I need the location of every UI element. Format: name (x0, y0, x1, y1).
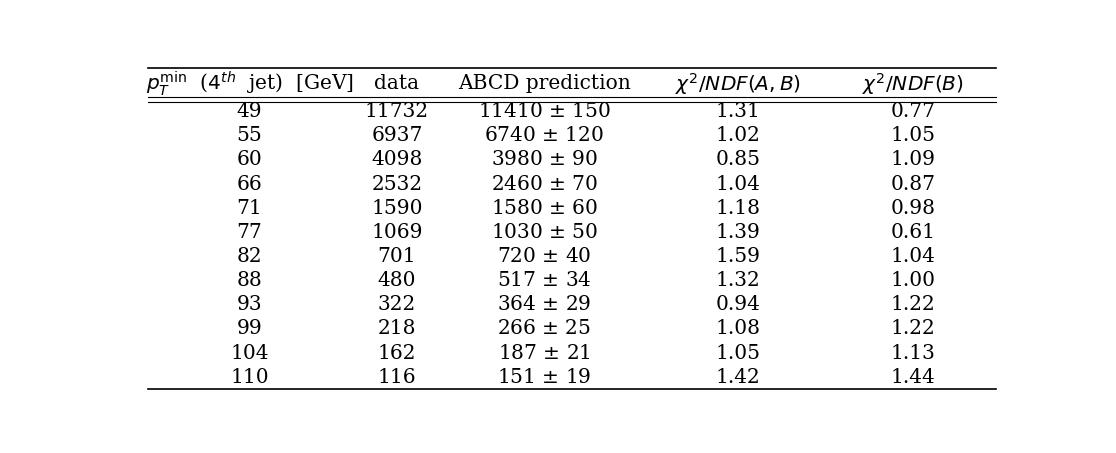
Text: 162: 162 (377, 343, 416, 362)
Text: 104: 104 (230, 343, 269, 362)
Text: 1069: 1069 (372, 223, 423, 242)
Text: 322: 322 (378, 295, 416, 314)
Text: data: data (374, 74, 420, 93)
Text: 1.09: 1.09 (891, 150, 935, 169)
Text: 2460 $\pm$ 70: 2460 $\pm$ 70 (491, 174, 598, 193)
Text: 266 $\pm$ 25: 266 $\pm$ 25 (498, 319, 591, 338)
Text: 66: 66 (237, 174, 262, 193)
Text: 2532: 2532 (372, 174, 423, 193)
Text: 364 $\pm$ 29: 364 $\pm$ 29 (498, 295, 591, 314)
Text: 151 $\pm$ 19: 151 $\pm$ 19 (497, 368, 591, 387)
Text: 99: 99 (237, 319, 262, 338)
Text: $\chi^2/NDF(B)$: $\chi^2/NDF(B)$ (862, 71, 964, 97)
Text: 1.02: 1.02 (715, 126, 760, 145)
Text: 1.39: 1.39 (715, 223, 760, 242)
Text: 187 $\pm$ 21: 187 $\pm$ 21 (498, 343, 590, 362)
Text: 1.59: 1.59 (715, 247, 760, 266)
Text: 1.05: 1.05 (715, 343, 760, 362)
Text: 0.85: 0.85 (715, 150, 760, 169)
Text: 93: 93 (237, 295, 262, 314)
Text: 517 $\pm$ 34: 517 $\pm$ 34 (497, 271, 591, 290)
Text: 82: 82 (237, 247, 262, 266)
Text: 1.42: 1.42 (715, 368, 760, 387)
Text: 11410 $\pm$ 150: 11410 $\pm$ 150 (478, 102, 610, 121)
Text: 701: 701 (377, 247, 416, 266)
Text: $p_T^{\rm min}$  ($4^{th}$  jet)  [GeV]: $p_T^{\rm min}$ ($4^{th}$ jet) [GeV] (146, 70, 354, 98)
Text: 1.00: 1.00 (891, 271, 935, 290)
Text: 1.22: 1.22 (891, 319, 935, 338)
Text: 1.32: 1.32 (715, 271, 760, 290)
Text: 480: 480 (377, 271, 416, 290)
Text: 1.22: 1.22 (891, 295, 935, 314)
Text: 60: 60 (237, 150, 262, 169)
Text: $\chi^2/NDF(A,B)$: $\chi^2/NDF(A,B)$ (675, 71, 801, 97)
Text: 0.77: 0.77 (891, 102, 935, 121)
Text: 1.18: 1.18 (715, 199, 760, 218)
Text: 1590: 1590 (372, 199, 423, 218)
Text: 1.05: 1.05 (891, 126, 935, 145)
Text: 0.61: 0.61 (891, 223, 935, 242)
Text: 1.04: 1.04 (891, 247, 935, 266)
Text: 110: 110 (230, 368, 269, 387)
Text: 11732: 11732 (365, 102, 429, 121)
Text: ABCD prediction: ABCD prediction (458, 74, 631, 93)
Text: 218: 218 (377, 319, 416, 338)
Text: 116: 116 (377, 368, 416, 387)
Text: 1.44: 1.44 (891, 368, 935, 387)
Text: 6740 $\pm$ 120: 6740 $\pm$ 120 (484, 126, 604, 145)
Text: 1.13: 1.13 (891, 343, 935, 362)
Text: 0.98: 0.98 (891, 199, 935, 218)
Text: 55: 55 (237, 126, 262, 145)
Text: 3980 $\pm$ 90: 3980 $\pm$ 90 (491, 150, 598, 169)
Text: 720 $\pm$ 40: 720 $\pm$ 40 (497, 247, 591, 266)
Text: 1.04: 1.04 (715, 174, 760, 193)
Text: 88: 88 (237, 271, 262, 290)
Text: 49: 49 (237, 102, 262, 121)
Text: 71: 71 (237, 199, 262, 218)
Text: 4098: 4098 (372, 150, 423, 169)
Text: 1.08: 1.08 (715, 319, 760, 338)
Text: 1580 $\pm$ 60: 1580 $\pm$ 60 (491, 199, 598, 218)
Text: 6937: 6937 (372, 126, 423, 145)
Text: 1.31: 1.31 (715, 102, 760, 121)
Text: 77: 77 (237, 223, 262, 242)
Text: 0.87: 0.87 (891, 174, 935, 193)
Text: 1030 $\pm$ 50: 1030 $\pm$ 50 (491, 223, 598, 242)
Text: 0.94: 0.94 (715, 295, 760, 314)
